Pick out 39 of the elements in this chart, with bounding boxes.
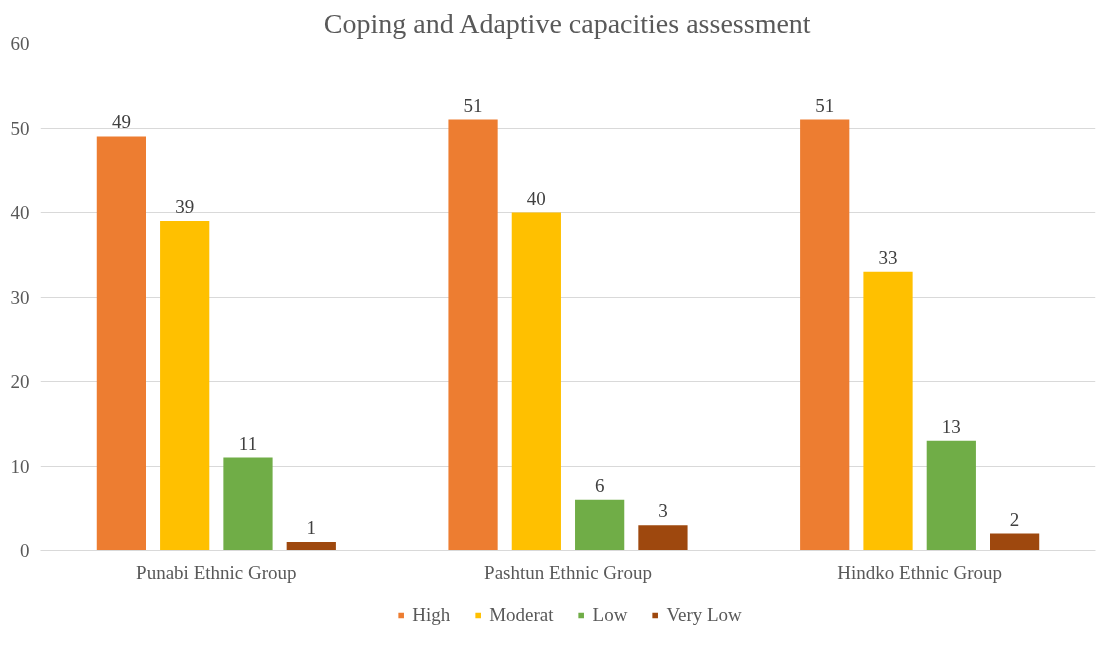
bar <box>448 119 498 551</box>
data-label: 33 <box>878 246 898 268</box>
x-tick-label: Hindko Ethnic Group <box>837 561 1002 583</box>
data-label: 40 <box>526 187 546 209</box>
bar <box>990 533 1040 551</box>
bar <box>800 119 850 551</box>
bar <box>575 499 625 551</box>
y-tick-label: 0 <box>20 540 30 561</box>
y-tick-label: 50 <box>10 117 30 139</box>
bar <box>223 457 273 551</box>
y-tick-label: 30 <box>10 286 30 308</box>
y-tick-label: 20 <box>10 371 30 392</box>
data-label: 13 <box>941 415 961 437</box>
data-label: 1 <box>306 517 317 539</box>
data-label: 39 <box>175 195 195 217</box>
legend-label: High <box>412 604 451 626</box>
bar <box>926 440 976 551</box>
bar <box>863 271 913 551</box>
legend-label: Moderat <box>489 604 554 626</box>
data-label: 49 <box>111 111 131 133</box>
y-tick-label: 60 <box>10 33 30 54</box>
data-label: 6 <box>594 474 605 496</box>
data-label: 11 <box>238 432 258 454</box>
data-label: 2 <box>1009 508 1020 530</box>
data-label: 3 <box>658 500 668 522</box>
chart-title: Coping and Adaptive capacities assessment <box>323 7 811 39</box>
legend-label: Low <box>592 604 628 626</box>
y-tick-label: 40 <box>10 202 30 223</box>
bar <box>160 220 210 551</box>
x-tick-label: Punabi Ethnic Group <box>136 561 297 583</box>
data-label: 51 <box>463 94 483 116</box>
x-tick-label: Pashtun Ethnic Group <box>484 561 652 583</box>
data-label: 51 <box>815 94 835 116</box>
bar <box>638 525 688 551</box>
bar <box>96 136 146 551</box>
legend-label: Very Low <box>666 604 742 626</box>
bar <box>511 212 561 551</box>
bar <box>286 542 336 551</box>
y-tick-label: 10 <box>10 455 30 477</box>
